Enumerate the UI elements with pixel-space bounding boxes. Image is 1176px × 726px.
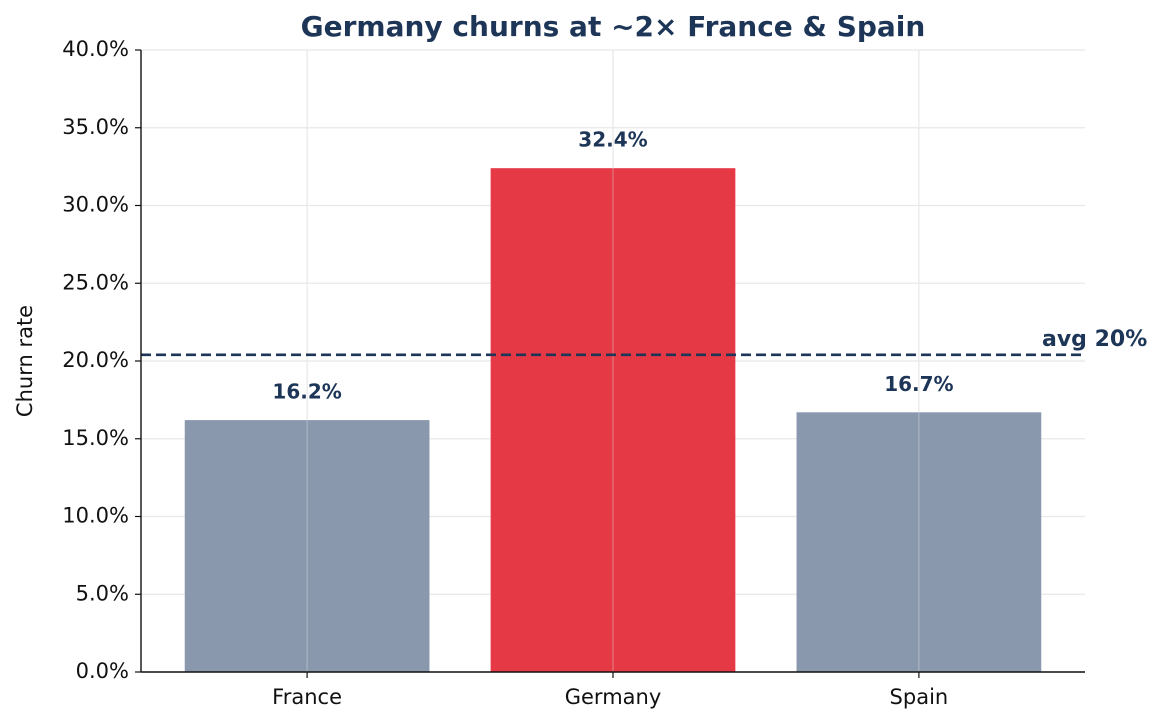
x-tick-label: Spain <box>890 685 949 709</box>
chart-title: Germany churns at ~2× France & Spain <box>301 10 926 43</box>
y-tick-label: 10.0% <box>62 504 129 528</box>
y-tick-label: 20.0% <box>62 348 129 372</box>
bar <box>490 168 736 672</box>
value-label: 16.2% <box>272 380 341 404</box>
bar <box>796 412 1042 672</box>
y-tick-label: 5.0% <box>76 581 129 605</box>
x-tick-label: France <box>272 685 342 709</box>
y-tick-label: 15.0% <box>62 426 129 450</box>
y-tick-label: 30.0% <box>62 193 129 217</box>
y-tick-label: 35.0% <box>62 115 129 139</box>
y-tick-label: 0.0% <box>76 659 129 683</box>
y-axis-label: Churn rate <box>13 305 37 417</box>
value-label: 16.7% <box>884 372 953 396</box>
reference-label: avg 20% <box>1042 327 1147 352</box>
y-tick-label: 25.0% <box>62 270 129 294</box>
bar <box>184 420 430 672</box>
y-tick-label: 40.0% <box>62 37 129 61</box>
value-label: 32.4% <box>578 128 647 152</box>
x-tick-label: Germany <box>565 685 662 709</box>
